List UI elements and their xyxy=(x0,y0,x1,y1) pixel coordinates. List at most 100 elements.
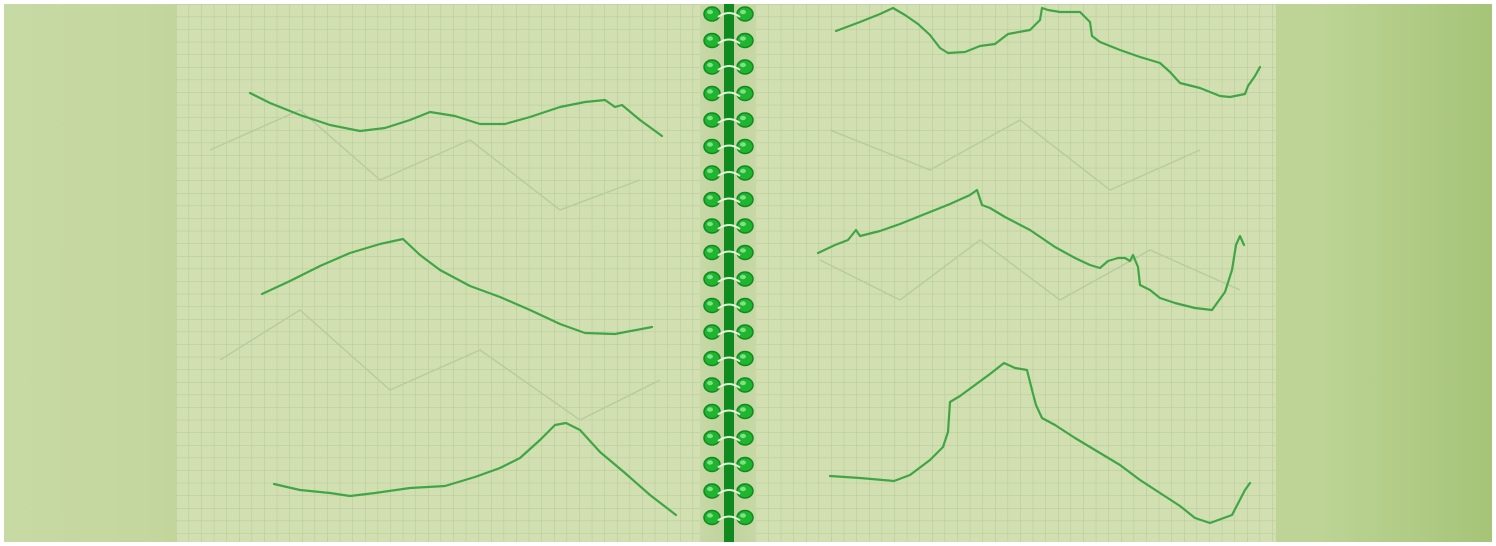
spiral-ring-highlight xyxy=(707,301,713,306)
spiral-ring xyxy=(703,218,721,234)
spiral-ring-highlight xyxy=(707,9,713,15)
left-traces xyxy=(248,91,678,517)
spiral-loop xyxy=(717,515,741,522)
spiral-ring-highlight xyxy=(707,115,713,121)
spiral-ring xyxy=(736,403,754,420)
spiral-ring-highlight xyxy=(707,142,713,147)
trace-right-3 xyxy=(828,361,1252,525)
spiral-ring xyxy=(703,32,721,49)
spiral-loop xyxy=(717,303,741,310)
spiral-ring-highlight xyxy=(740,327,746,333)
spiral-ring-highlight xyxy=(740,115,746,121)
spiral-ring-highlight xyxy=(740,433,746,439)
spiral-ring xyxy=(703,85,721,102)
spiral-ring xyxy=(736,191,754,208)
spiral-ring xyxy=(703,430,721,446)
spiral-ring xyxy=(736,85,754,102)
spiral-ring xyxy=(703,112,721,128)
spiral-ring xyxy=(736,483,754,499)
trace-left-1 xyxy=(248,91,664,138)
spiral-ring-highlight xyxy=(740,248,746,253)
spiral-ring-highlight xyxy=(707,36,713,41)
spiral-ring-highlight xyxy=(740,274,746,280)
spiral-ring xyxy=(736,112,754,128)
spiral-ring xyxy=(703,165,721,181)
spiral-ring xyxy=(736,324,754,340)
spiral-loop xyxy=(717,171,741,177)
spiral-loop xyxy=(717,224,741,230)
right-traces xyxy=(816,6,1262,525)
spiral-loop xyxy=(717,489,741,495)
spiral-ring-highlight xyxy=(707,195,713,200)
spiral-binding-icon xyxy=(703,4,754,542)
trace-left-2 xyxy=(260,237,654,336)
spiral-ring-highlight xyxy=(740,89,746,94)
spiral-ring xyxy=(703,324,721,340)
spiral-ring-highlight xyxy=(740,460,746,465)
spiral-ring-highlight xyxy=(707,274,713,280)
left-page xyxy=(176,4,700,542)
spiral-ring-highlight xyxy=(740,354,746,359)
spiral-ring xyxy=(736,244,754,261)
trace-right-2 xyxy=(816,188,1246,312)
spiral-ring-highlight xyxy=(707,327,713,333)
spiral-loop xyxy=(717,118,741,124)
spiral-ring xyxy=(736,350,754,367)
spiral-ring-highlight xyxy=(707,248,713,253)
spiral-ring-highlight xyxy=(740,221,746,227)
spiral-ring-highlight xyxy=(740,36,746,41)
spiral-loop xyxy=(717,436,741,442)
spiral-ring xyxy=(703,350,721,367)
spiral-ring xyxy=(703,191,721,208)
spiral-ring xyxy=(736,6,754,22)
spiral-ring-highlight xyxy=(740,301,746,306)
spiral-ring xyxy=(736,297,754,314)
spiral-ring-highlight xyxy=(707,460,713,465)
spiral-ring xyxy=(736,218,754,234)
trace-right-1 xyxy=(834,6,1262,99)
spiral-ring xyxy=(703,138,721,155)
spiral-ring-highlight xyxy=(740,486,746,492)
spiral-ring xyxy=(703,297,721,314)
spiral-ring-highlight xyxy=(707,433,713,439)
spiral-ring-highlight xyxy=(707,62,713,68)
spiral-loop xyxy=(717,462,741,469)
spiral-ring xyxy=(703,6,721,22)
spiral-ring-highlight xyxy=(740,142,746,147)
spiral-loop xyxy=(717,330,741,336)
spiral-ring xyxy=(703,456,721,473)
spiral-ring xyxy=(736,509,754,526)
spiral-ring-highlight xyxy=(707,89,713,94)
spiral-loop xyxy=(717,197,741,204)
spiral-ring-highlight xyxy=(707,168,713,174)
spiral-wire xyxy=(724,4,734,542)
spiral-ring xyxy=(703,483,721,499)
spiral-ring xyxy=(703,59,721,75)
spiral-ring-highlight xyxy=(740,380,746,386)
spiral-loop xyxy=(717,144,741,151)
spiral-loop xyxy=(717,356,741,363)
spiral-loop xyxy=(717,38,741,45)
spiral-ring xyxy=(736,430,754,446)
spiral-ring xyxy=(736,456,754,473)
spiral-loop xyxy=(717,409,741,416)
right-page xyxy=(756,4,1276,542)
spiral-ring xyxy=(703,509,721,526)
spiral-ring xyxy=(703,377,721,393)
spiral-ring xyxy=(736,271,754,287)
spiral-ring-highlight xyxy=(707,513,713,518)
spiral-ring-highlight xyxy=(740,9,746,15)
spiral-ring xyxy=(736,59,754,75)
spiral-ring-highlight xyxy=(740,407,746,412)
spiral-loop xyxy=(717,91,741,98)
spiral-ring-highlight xyxy=(740,513,746,518)
spiral-ring-highlight xyxy=(740,62,746,68)
spiral-ring-highlight xyxy=(707,221,713,227)
spiral-loop xyxy=(717,277,741,283)
spiral-ring xyxy=(736,32,754,49)
spiral-ring-highlight xyxy=(707,354,713,359)
spiral-ring-highlight xyxy=(707,407,713,412)
spiral-ring xyxy=(736,165,754,181)
